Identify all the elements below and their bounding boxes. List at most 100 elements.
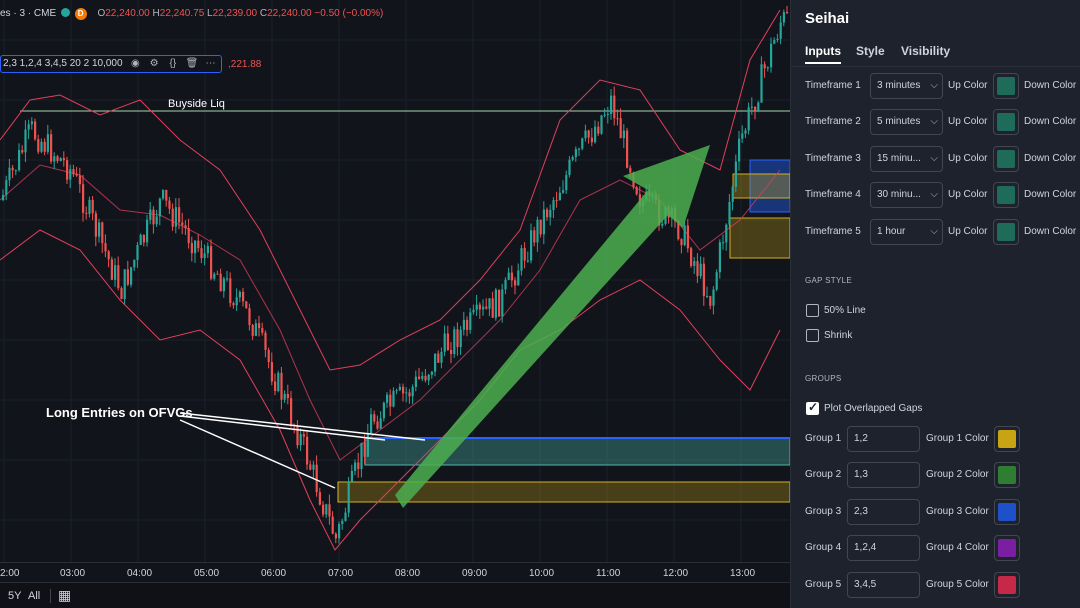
candle-body: [744, 130, 747, 134]
candle-body: [251, 325, 254, 336]
candle-body: [235, 297, 238, 306]
candle-body: [578, 148, 581, 150]
group-color-swatch[interactable]: [994, 572, 1020, 598]
group-row: Group 4 1,2,4 Group 4 Color: [791, 534, 1080, 562]
time-axis[interactable]: 2:00 03:00 04:00 05:00 06:00 07:00 08:00…: [0, 562, 790, 582]
buyside-liq-label[interactable]: Buyside Liq: [168, 98, 225, 110]
group-color-swatch[interactable]: [994, 535, 1020, 561]
chevron-down-icon: ⌵: [930, 116, 938, 127]
candle-body: [386, 394, 389, 403]
group-color-swatch[interactable]: [994, 462, 1020, 488]
candle-body: [757, 102, 760, 111]
candle-body: [254, 323, 257, 336]
settings-icon[interactable]: ⚙: [149, 58, 159, 69]
candle-body: [590, 137, 593, 143]
price-chart[interactable]: es · 3 · CME D O22,240.00 H22,240.75 L22…: [0, 0, 790, 608]
indicator-legend[interactable]: 2,3 1,2,4 3,4,5 20 2 10,000 ◉ ⚙ {} 🗑 ⋯: [0, 55, 222, 73]
time-tick: 13:00: [730, 568, 756, 579]
timeframe-row: Timeframe 1 3 minutes ⌵ Up Color Down Col…: [791, 72, 1080, 100]
shrink-checkbox[interactable]: [806, 329, 819, 342]
candle-body: [709, 295, 712, 306]
timeframe-label: Timeframe 5: [805, 226, 861, 237]
panel-title: Seihai: [805, 10, 850, 27]
timeframe-select[interactable]: 5 minutes ⌵: [870, 109, 943, 135]
candle-body: [549, 210, 552, 218]
group-input[interactable]: 2,3: [847, 499, 920, 525]
timeframe-select[interactable]: 30 minu... ⌵: [870, 182, 943, 208]
candle-body: [107, 251, 110, 260]
candle-body: [565, 174, 568, 191]
candle-body: [587, 130, 590, 138]
range-5y-button[interactable]: 5Y: [8, 590, 22, 602]
candle-body: [50, 134, 53, 162]
chart-canvas[interactable]: [0, 0, 790, 562]
up-color-swatch[interactable]: [993, 182, 1019, 208]
delete-icon[interactable]: 🗑: [185, 58, 199, 69]
candle-body: [770, 43, 773, 68]
data-badge[interactable]: D: [74, 8, 87, 20]
candle-body: [408, 392, 411, 397]
tab-inputs[interactable]: Inputs: [805, 44, 841, 64]
timeframe-select[interactable]: 3 minutes ⌵: [870, 73, 943, 99]
candle-body: [91, 199, 94, 214]
candle-body: [210, 246, 213, 279]
candle-body: [683, 225, 686, 246]
candle-body: [398, 386, 401, 391]
group-input[interactable]: 1,3: [847, 462, 920, 488]
candle-body: [24, 129, 27, 153]
candle-body: [411, 386, 414, 397]
time-tick: 06:00: [261, 568, 287, 579]
fifty-percent-line-checkbox[interactable]: [806, 304, 819, 317]
symbol-label[interactable]: es · 3 · CME: [0, 8, 57, 19]
candle-body: [763, 64, 766, 69]
candle-body: [283, 393, 286, 400]
band-line: [0, 229, 781, 551]
time-tick: 05:00: [194, 568, 220, 579]
candle-body: [322, 504, 325, 515]
up-color-swatch[interactable]: [993, 146, 1019, 172]
tab-visibility[interactable]: Visibility: [901, 44, 951, 58]
group-input[interactable]: 1,2: [847, 426, 920, 452]
tab-style[interactable]: Style: [856, 44, 885, 58]
candle-body: [472, 309, 475, 313]
up-color-swatch[interactable]: [993, 109, 1019, 135]
candle-body: [78, 175, 81, 185]
timeframe-label: Timeframe 3: [805, 153, 861, 164]
source-code-icon[interactable]: {}: [169, 58, 177, 69]
candle-body: [430, 371, 433, 375]
group-label: Group 4: [805, 542, 842, 553]
candle-body: [405, 392, 408, 394]
candle-body: [5, 180, 8, 196]
group-color-label: Group 5 Color: [926, 579, 989, 590]
time-tick: 10:00: [529, 568, 555, 579]
more-icon[interactable]: ⋯: [205, 58, 216, 69]
group-input[interactable]: 1,2,4: [847, 535, 920, 561]
group-color-swatch[interactable]: [994, 499, 1020, 525]
long-entries-label[interactable]: Long Entries on OFVGs: [46, 405, 193, 420]
candle-body: [56, 156, 59, 161]
candle-body: [59, 158, 62, 161]
candle-body: [331, 516, 334, 534]
candle-body: [456, 329, 459, 348]
up-color-swatch[interactable]: [993, 219, 1019, 245]
candle-body: [187, 227, 190, 244]
timeframe-select[interactable]: 15 minu... ⌵: [870, 146, 943, 172]
plot-overlapped-checkbox[interactable]: ✓: [806, 400, 819, 415]
candle-body: [286, 393, 289, 399]
checkmark-icon: ✓: [808, 400, 819, 414]
timeframe-select[interactable]: 1 hour ⌵: [870, 219, 943, 245]
range-all-button[interactable]: All: [28, 590, 41, 602]
group-label: Group 3: [805, 506, 842, 517]
candle-body: [34, 121, 37, 140]
candle-body: [85, 212, 88, 214]
candle-body: [30, 121, 33, 125]
group-input[interactable]: 3,4,5: [847, 572, 920, 598]
candle-body: [350, 470, 353, 482]
eye-icon[interactable]: ◉: [130, 58, 140, 69]
candle-body: [136, 245, 139, 260]
up-color-swatch[interactable]: [993, 73, 1019, 99]
market-status-icon: [60, 8, 70, 17]
group-color-swatch[interactable]: [994, 426, 1020, 452]
candle-body: [98, 222, 101, 237]
calendar-icon[interactable]: ▦: [58, 587, 72, 603]
